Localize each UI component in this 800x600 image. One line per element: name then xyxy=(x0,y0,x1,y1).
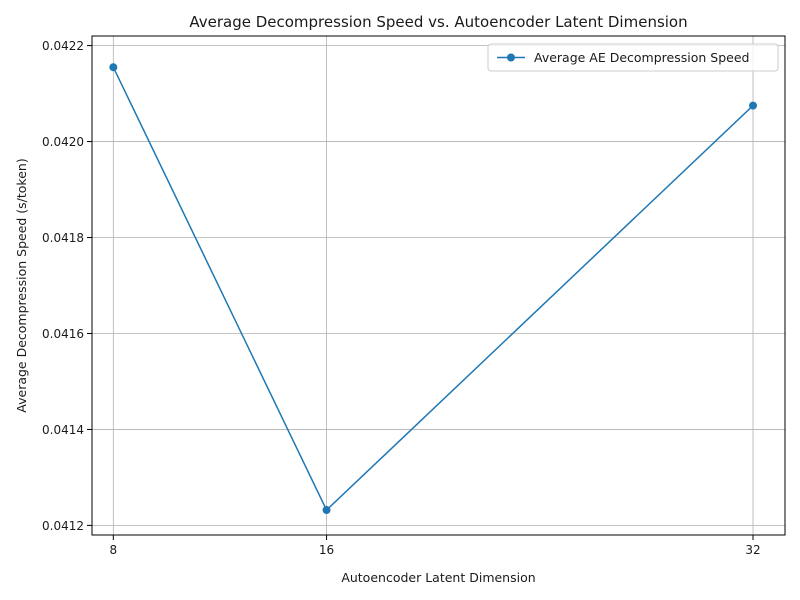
data-point xyxy=(749,101,758,110)
y-tick-label: 0.0422 xyxy=(42,39,84,53)
x-tick-label: 16 xyxy=(319,543,334,557)
data-point xyxy=(109,63,118,72)
data-point xyxy=(322,506,331,515)
x-tick-label: 8 xyxy=(110,543,118,557)
series-layer xyxy=(109,63,758,515)
y-tick-label: 0.0416 xyxy=(42,327,84,341)
y-axis-label: Average Decompression Speed (s/token) xyxy=(14,158,29,412)
legend-box xyxy=(487,43,779,72)
y-tick-label: 0.0420 xyxy=(42,135,84,149)
chart-title: Average Decompression Speed vs. Autoenco… xyxy=(189,13,687,31)
legend-label: Average AE Decompression Speed xyxy=(534,50,749,65)
legend: Average AE Decompression Speed xyxy=(487,43,779,72)
y-axis-ticks: 0.0412 0.0414 0.0416 0.0418 0.0420 0.0422 xyxy=(42,39,92,533)
y-tick-label: 0.0414 xyxy=(42,423,84,437)
y-tick-label: 0.0412 xyxy=(42,519,84,533)
grid-lines xyxy=(92,36,785,535)
x-axis-ticks: 8 16 32 xyxy=(110,535,761,557)
legend-marker-swatch xyxy=(507,53,515,62)
plot-frame xyxy=(91,35,786,536)
x-axis-label: Autoencoder Latent Dimension xyxy=(341,570,535,585)
x-tick-label: 32 xyxy=(745,543,760,557)
y-tick-label: 0.0418 xyxy=(42,231,84,245)
